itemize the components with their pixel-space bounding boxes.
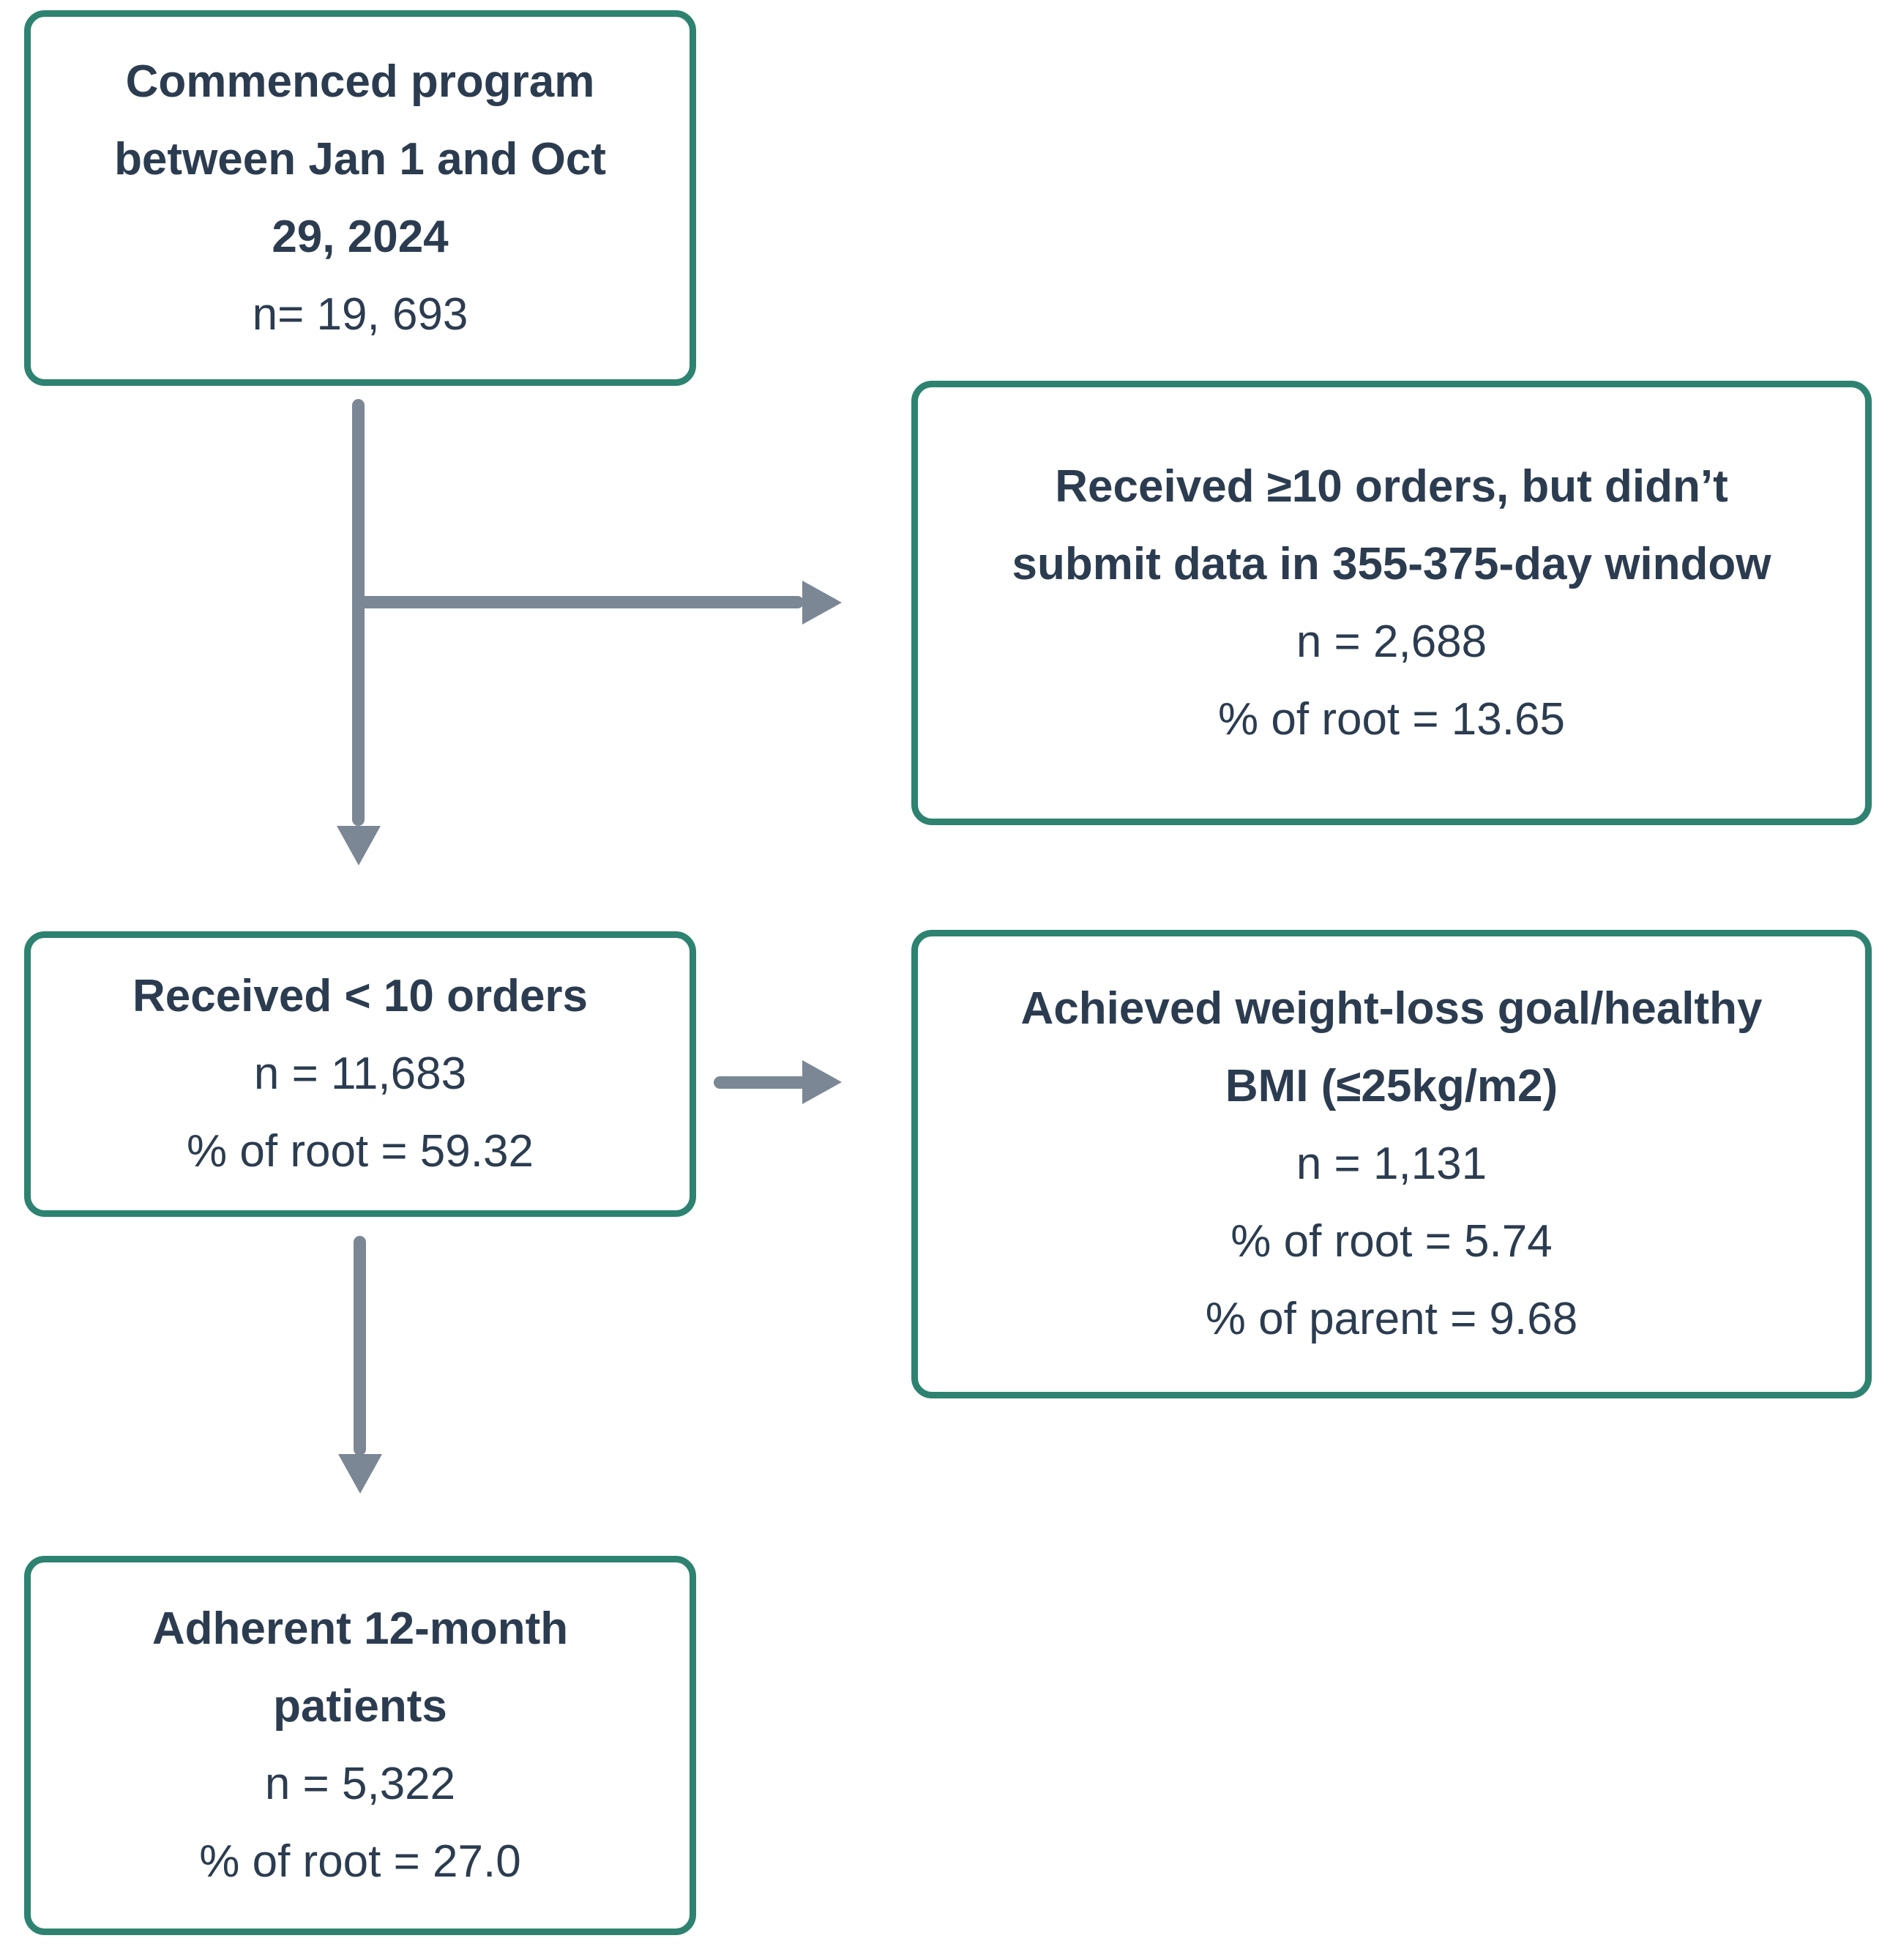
node-count-line: n = 11,683 (253, 1048, 467, 1099)
node-title-line: Commenced program (125, 56, 595, 107)
node-count-line: n= 19, 693 (252, 288, 468, 340)
arrow-shaft (354, 1236, 366, 1456)
node-title-line: patients (273, 1681, 447, 1732)
node-title-line: 29, 2024 (272, 211, 449, 262)
node-weight-loss-goal: Achieved weight-loss goal/healthy BMI (≤… (911, 930, 1872, 1398)
node-title-line: Received ≥10 orders, but didn’t (1055, 461, 1728, 512)
node-title-line: between Jan 1 and Oct (114, 133, 606, 185)
node-percent-line: % of root = 5.74 (1230, 1216, 1553, 1267)
arrow-down-head-icon (337, 826, 381, 865)
node-no-data-submitted: Received ≥10 orders, but didn’t submit d… (911, 381, 1872, 825)
node-percent-line: % of root = 27.0 (199, 1836, 521, 1887)
node-percent-line: % of root = 13.65 (1218, 693, 1565, 745)
node-percent-line: % of root = 59.32 (187, 1126, 534, 1177)
arrow-right-head-icon (802, 1060, 842, 1104)
node-title-line: Achieved weight-loss goal/healthy (1020, 983, 1763, 1034)
node-title-line: Adherent 12-month (152, 1603, 569, 1654)
arrow-shaft (714, 1076, 807, 1089)
node-commenced-program: Commenced program between Jan 1 and Oct … (24, 10, 696, 386)
node-title-line: Received < 10 orders (132, 971, 589, 1021)
node-count-line: n = 2,688 (1296, 616, 1487, 667)
node-received-lt10-orders: Received < 10 orders n = 11,683 % of roo… (24, 931, 696, 1217)
node-title-line: BMI (≤25kg/m2) (1225, 1061, 1558, 1111)
node-count-line: n = 5,322 (264, 1759, 456, 1809)
arrow-shaft (352, 399, 365, 826)
node-title-line: submit data in 355-375-day window (1012, 538, 1771, 589)
arrow-right-head-icon (802, 581, 842, 625)
arrow-shaft (352, 596, 804, 608)
arrow-down-head-icon (338, 1454, 382, 1494)
node-percent-line: % of parent = 9.68 (1205, 1294, 1578, 1344)
node-count-line: n = 1,131 (1296, 1139, 1487, 1189)
node-adherent-patients: Adherent 12-month patients n = 5,322 % o… (24, 1556, 696, 1935)
